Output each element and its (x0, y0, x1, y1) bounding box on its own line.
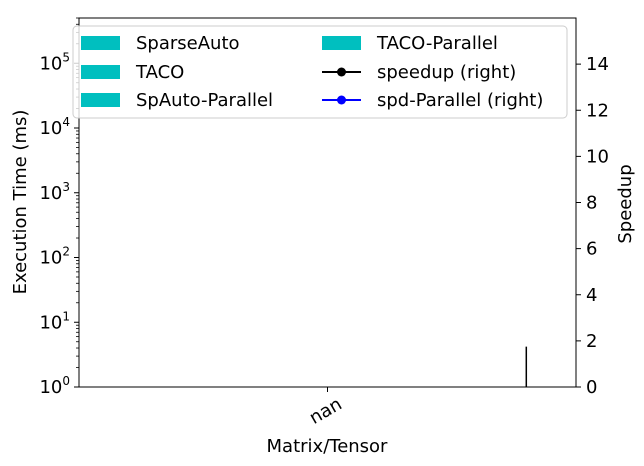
right-axis: 0 2 4 6 8 10 12 14 (576, 54, 609, 398)
x-axis: nan (306, 387, 346, 429)
y-left-tick-label: 102 (39, 245, 70, 269)
y-right-tick-label: 12 (586, 100, 609, 121)
legend-box (72, 25, 568, 119)
plot-frame (78, 17, 577, 388)
legend-label-taco: TACO (135, 62, 184, 83)
y-right-tick-label: 14 (586, 54, 609, 75)
y-left-tick-label: 103 (39, 180, 70, 204)
y-axis-right-label: Speedup (615, 164, 636, 243)
legend-label-speedup-right: speedup (right) (377, 62, 516, 83)
legend-label-sparseauto: SparseAuto (136, 33, 240, 54)
legend: SparseAuto TACO SpAuto-Parallel TACO-Parall… (72, 25, 568, 119)
y-axis-left-label: Execution Time (ms) (10, 110, 31, 295)
y-right-tick-label: 6 (586, 239, 597, 260)
legend-swatch-sparseauto (81, 36, 120, 50)
x-tick-label: nan (306, 394, 346, 429)
y-left-tick-label: 104 (39, 115, 70, 139)
legend-label-taco-parallel: TACO-Parallel (376, 33, 498, 54)
legend-swatch-taco (81, 65, 120, 79)
legend-marker-spd-parallel-right (337, 95, 346, 105)
x-axis-label: Matrix/Tensor (267, 436, 389, 457)
y-right-tick-label: 2 (586, 331, 597, 352)
legend-marker-speedup-right (337, 67, 346, 77)
legend-label-spd-parallel-right: spd-Parallel (right) (377, 90, 543, 111)
y-right-tick-label: 0 (586, 377, 597, 398)
y-left-tick-label: 105 (39, 50, 70, 74)
y-left-tick-label: 101 (39, 309, 70, 333)
y-right-tick-label: 4 (586, 285, 597, 306)
legend-swatch-spauto-parallel (81, 93, 120, 107)
legend-label-spauto-parallel: SpAuto-Parallel (136, 90, 273, 111)
legend-swatch-taco-parallel (322, 36, 361, 50)
left-axis: 100 101 102 103 104 105 (39, 17, 79, 398)
y-right-tick-label: 8 (586, 193, 597, 214)
y-left-tick-label: 100 (39, 374, 70, 398)
y-right-tick-label: 10 (586, 146, 609, 167)
